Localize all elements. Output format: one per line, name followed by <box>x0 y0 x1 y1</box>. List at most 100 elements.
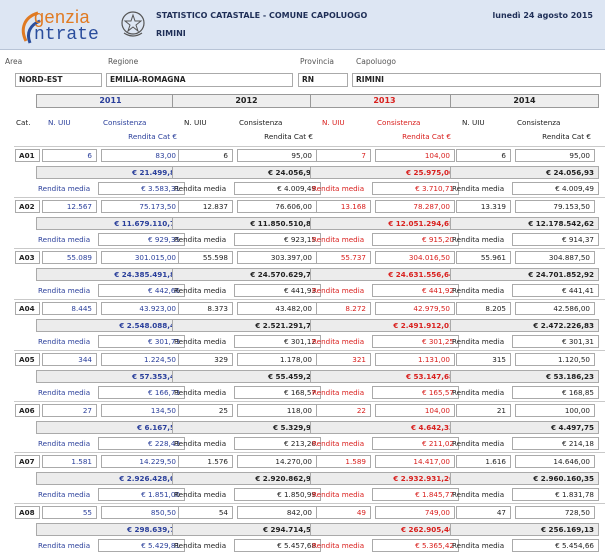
n-uiu-value: 25 <box>178 404 233 417</box>
rendita-media-label: Rendita media <box>452 388 505 397</box>
category-code: A05 <box>15 353 40 366</box>
rendita-media-value: € 441,92 <box>372 284 459 297</box>
rendita-media-value: € 5.429,81 <box>98 539 185 552</box>
n-uiu-header: N. UIU <box>322 118 345 127</box>
consistenza-value: 304.016,50 <box>375 251 455 264</box>
logo-line2: ntrate <box>34 25 99 45</box>
rendita-media-value: € 3.583,31 <box>98 182 185 195</box>
consistenza-header: Consistenza <box>239 118 283 127</box>
rendita-media-value: € 301,31 <box>512 335 599 348</box>
consistenza-value: 76.606,00 <box>237 200 317 213</box>
rendita-media-label: Rendita media <box>312 235 365 244</box>
consistenza-value: 301.015,00 <box>101 251 181 264</box>
rendita-media-value: € 915,20 <box>372 233 459 246</box>
rendita-cat-value: € 12.051.294,65 <box>310 217 459 230</box>
rendita-media-label: Rendita media <box>452 286 505 295</box>
agenzia-entrate-logo: genzia ntrate <box>18 5 133 49</box>
rendita-media-label: Rendita media <box>312 388 365 397</box>
rendita-cat-value: € 2.960.160,35 <box>450 472 599 485</box>
rendita-media-label: Rendita media <box>312 286 365 295</box>
n-uiu-value: 8.272 <box>316 302 371 315</box>
consistenza-value: 42.586,00 <box>515 302 595 315</box>
year-header-2012[interactable]: 2012 <box>172 94 321 108</box>
cat-header: Cat. <box>16 118 31 127</box>
n-uiu-value: 7 <box>316 149 371 162</box>
consistenza-value: 104,00 <box>375 404 455 417</box>
rendita-media-label: Rendita media <box>174 439 227 448</box>
rendita-media-label: Rendita media <box>174 490 227 499</box>
consistenza-value: 304.887,50 <box>515 251 595 264</box>
rendita-cat-value: € 2.491.912,01 <box>310 319 459 332</box>
page-header: genzia ntrate STATISTICO CATASTALE - COM… <box>0 0 605 50</box>
consistenza-value: 43.482,00 <box>237 302 317 315</box>
rendita-cat-header: Rendita Cat € <box>542 132 591 141</box>
rendita-cat-value: € 24.701.852,92 <box>450 268 599 281</box>
regione-field[interactable]: EMILIA-ROMAGNA <box>106 73 293 87</box>
n-uiu-value: 27 <box>42 404 97 417</box>
n-uiu-value: 55.089 <box>42 251 97 264</box>
n-uiu-value: 1.581 <box>42 455 97 468</box>
n-uiu-value: 6 <box>456 149 511 162</box>
provincia-field[interactable]: RN <box>298 73 348 87</box>
n-uiu-value: 6 <box>178 149 233 162</box>
category-code: A07 <box>15 455 40 468</box>
consistenza-value: 1.120,50 <box>515 353 595 366</box>
area-field[interactable]: NORD-EST <box>15 73 102 87</box>
consistenza-value: 42.979,50 <box>375 302 455 315</box>
report-title: STATISTICO CATASTALE - COMUNE CAPOLUOGO <box>156 11 368 20</box>
consistenza-value: 83,00 <box>101 149 181 162</box>
consistenza-header: Consistenza <box>103 118 147 127</box>
rendita-cat-value: € 4.642,33 <box>310 421 459 434</box>
rendita-media-label: Rendita media <box>174 235 227 244</box>
republic-emblem-icon <box>121 11 145 37</box>
n-uiu-value: 8.445 <box>42 302 97 315</box>
n-uiu-value: 321 <box>316 353 371 366</box>
rendita-media-value: € 1.850,99 <box>234 488 321 501</box>
consistenza-value: 104,00 <box>375 149 455 162</box>
rendita-cat-value: € 12.178.542,62 <box>450 217 599 230</box>
rendita-media-label: Rendita media <box>38 337 91 346</box>
n-uiu-value: 13.168 <box>316 200 371 213</box>
category-code: A02 <box>15 200 40 213</box>
row-separator <box>14 452 605 453</box>
year-header-2013[interactable]: 2013 <box>310 94 459 108</box>
rendita-cat-value: € 11.850.510,84 <box>172 217 321 230</box>
consistenza-value: 43.923,00 <box>101 302 181 315</box>
rendita-cat-value: € 24.056,93 <box>450 166 599 179</box>
consistenza-value: 842,00 <box>237 506 317 519</box>
rendita-cat-value: € 4.497,75 <box>450 421 599 434</box>
rendita-cat-header: Rendita Cat € <box>264 132 313 141</box>
rendita-cat-value: € 53.147,68 <box>310 370 459 383</box>
year-header-2014[interactable]: 2014 <box>450 94 599 108</box>
rendita-media-label: Rendita media <box>452 184 505 193</box>
year-header-2011[interactable]: 2011 <box>36 94 185 108</box>
regione-label: Regione <box>108 57 139 66</box>
capoluogo-field[interactable]: RIMINI <box>352 73 601 87</box>
rendita-media-value: € 301,12 <box>234 335 321 348</box>
rendita-media-value: € 168,85 <box>512 386 599 399</box>
rendita-media-value: € 228,43 <box>98 437 185 450</box>
rendita-cat-value: € 2.932.931,26 <box>310 472 459 485</box>
n-uiu-value: 329 <box>178 353 233 366</box>
rendita-media-value: € 5.457,68 <box>234 539 321 552</box>
rendita-media-label: Rendita media <box>312 541 365 550</box>
n-uiu-value: 8.373 <box>178 302 233 315</box>
rendita-media-label: Rendita media <box>38 184 91 193</box>
n-uiu-value: 47 <box>456 506 511 519</box>
consistenza-header: Consistenza <box>517 118 561 127</box>
rendita-media-value: € 168,57 <box>234 386 321 399</box>
rendita-media-value: € 1.845,77 <box>372 488 459 501</box>
rendita-cat-value: € 2.521.291,74 <box>172 319 321 332</box>
consistenza-value: 749,00 <box>375 506 455 519</box>
rendita-cat-value: € 6.167,53 <box>36 421 185 434</box>
n-uiu-value: 12.837 <box>178 200 233 213</box>
rendita-media-label: Rendita media <box>452 439 505 448</box>
n-uiu-value: 55.961 <box>456 251 511 264</box>
n-uiu-value: 315 <box>456 353 511 366</box>
row-separator <box>14 248 605 249</box>
consistenza-value: 134,50 <box>101 404 181 417</box>
consistenza-value: 1.178,00 <box>237 353 317 366</box>
rendita-cat-header: Rendita Cat € <box>128 132 177 141</box>
category-code: A08 <box>15 506 40 519</box>
rendita-media-value: € 914,37 <box>512 233 599 246</box>
